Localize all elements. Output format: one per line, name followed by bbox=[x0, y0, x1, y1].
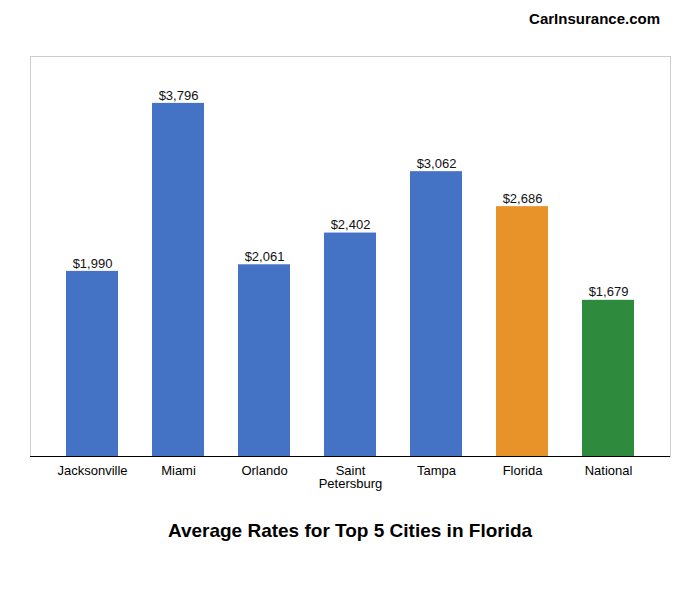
svg-text:National: National bbox=[585, 463, 633, 478]
svg-text:$2,402: $2,402 bbox=[331, 217, 371, 232]
svg-text:SaintPetersburg: SaintPetersburg bbox=[319, 463, 383, 491]
svg-text:Orlando: Orlando bbox=[241, 463, 287, 478]
svg-text:$2,061: $2,061 bbox=[245, 249, 285, 264]
html-text:Average Rates for Top 5 Cities: Average Rates for Top 5 Cities in Florid… bbox=[167, 520, 533, 541]
svg-text:$1,990: $1,990 bbox=[73, 256, 113, 271]
svg-text:$3,796: $3,796 bbox=[159, 88, 199, 103]
svg-text:Florida: Florida bbox=[503, 463, 544, 478]
html-text:CarInsurance.com: CarInsurance.com bbox=[529, 10, 660, 27]
svg-text:$2,686: $2,686 bbox=[503, 191, 543, 206]
svg-text:$1,679: $1,679 bbox=[589, 284, 629, 299]
svg-text:$3,062: $3,062 bbox=[417, 156, 457, 171]
svg-text:Miami: Miami bbox=[161, 463, 196, 478]
svg-text:Tampa: Tampa bbox=[417, 463, 457, 478]
svg-text:Jacksonville: Jacksonville bbox=[57, 463, 127, 478]
